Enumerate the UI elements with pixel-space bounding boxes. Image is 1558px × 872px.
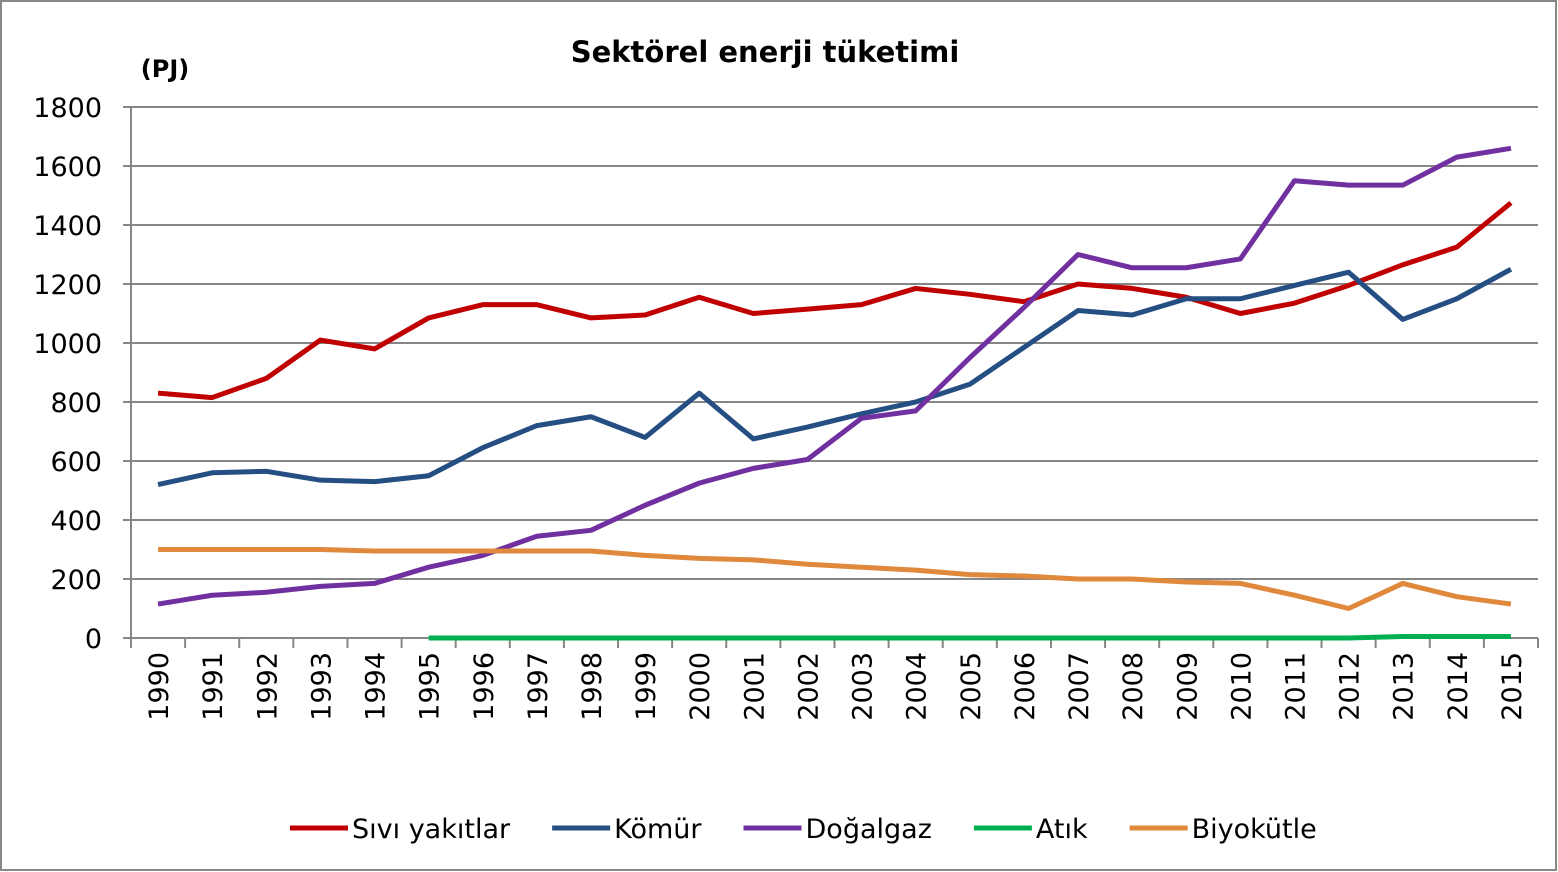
x-tick-label: 1998 xyxy=(577,652,608,721)
x-tick-label: 1996 xyxy=(469,652,500,721)
x-tick-label: 1991 xyxy=(198,652,229,721)
x-tick-label: 1992 xyxy=(252,652,283,721)
y-tick-label: 600 xyxy=(50,447,102,478)
x-tick-label: 2013 xyxy=(1389,652,1420,721)
y-tick-label: 800 xyxy=(50,388,102,419)
y-tick-label: 400 xyxy=(50,506,102,537)
y-tick-label: 1800 xyxy=(33,93,102,124)
chart-title: Sektörel enerji tüketimi xyxy=(571,35,960,69)
y-tick-label: 1200 xyxy=(33,270,102,301)
x-tick-label: 2008 xyxy=(1118,652,1149,721)
y-tick-label: 1000 xyxy=(33,329,102,360)
x-tick-label: 1994 xyxy=(361,652,392,721)
series-line xyxy=(428,634,1511,641)
x-tick-label: 2010 xyxy=(1226,652,1257,721)
x-tick-label: 2015 xyxy=(1497,652,1528,721)
x-tick-label: 1995 xyxy=(415,652,446,721)
x-tick-label: 2004 xyxy=(902,652,933,721)
x-tick-label: 2014 xyxy=(1443,652,1474,721)
legend-label: Kömür xyxy=(614,814,702,845)
x-tick-label: 2011 xyxy=(1280,652,1311,721)
x-tick-label: 2001 xyxy=(739,652,770,721)
series-line xyxy=(157,267,1513,488)
x-tick-label: 1990 xyxy=(144,652,175,721)
y-tick-label: 200 xyxy=(50,565,102,596)
x-tick-label: 2005 xyxy=(956,652,987,721)
y-axis-label: (PJ) xyxy=(141,55,189,83)
series-line xyxy=(158,547,1512,611)
x-tick-label: 2002 xyxy=(793,652,824,721)
x-tick-label: 1993 xyxy=(306,652,337,721)
x-tick-label: 1997 xyxy=(523,652,554,721)
legend-label: Biyokütle xyxy=(1192,814,1317,845)
legend-label: Atık xyxy=(1036,814,1088,845)
x-tick-label: 2007 xyxy=(1064,652,1095,721)
x-tick-label: 2000 xyxy=(685,652,716,721)
series-line xyxy=(157,200,1513,401)
legend-label: Doğalgaz xyxy=(806,814,932,845)
y-tick-label: 1600 xyxy=(33,152,102,183)
x-tick-label: 2012 xyxy=(1335,652,1366,721)
y-tick-label: 0 xyxy=(85,624,102,655)
x-tick-label: 1999 xyxy=(631,652,662,721)
y-tick-label: 1400 xyxy=(33,211,102,242)
x-tick-label: 2003 xyxy=(848,652,879,721)
x-tick-label: 2006 xyxy=(1010,652,1041,721)
legend-label: Sıvı yakıtlar xyxy=(352,814,511,845)
series-line xyxy=(157,145,1512,607)
x-tick-label: 2009 xyxy=(1172,652,1203,721)
